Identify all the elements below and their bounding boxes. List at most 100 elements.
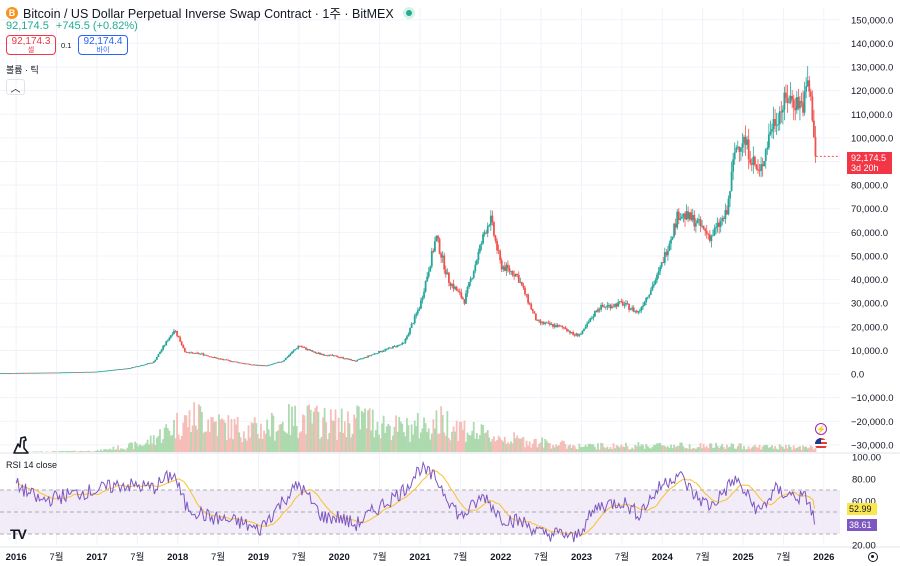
candle-body: [524, 287, 526, 295]
candle-body: [707, 233, 710, 235]
volume-bar: [673, 444, 676, 452]
candle-body: [235, 361, 237, 363]
volume-bar: [475, 433, 478, 452]
candle-body: [416, 310, 419, 314]
buy-button[interactable]: 92,174.4 바이: [78, 35, 128, 55]
volume-bar: [129, 442, 132, 452]
candle-body: [767, 134, 770, 148]
price-tick-label: −20,000.0: [851, 417, 894, 428]
volume-bar: [392, 435, 394, 452]
candle-body: [191, 352, 194, 354]
volume-bar: [552, 444, 554, 452]
volume-bar: [583, 446, 585, 452]
candle-body: [23, 372, 26, 374]
candle-body: [649, 290, 652, 295]
sell-label: 셀: [27, 47, 35, 54]
volume-bar: [743, 446, 745, 452]
candle-body: [252, 364, 255, 366]
us-flag-icon[interactable]: [815, 438, 827, 450]
candle-body: [682, 213, 685, 217]
candle-body: [281, 361, 284, 363]
candle-body: [351, 360, 354, 361]
volume-bar: [809, 445, 812, 452]
flash-event-icon[interactable]: ⚡: [815, 423, 827, 435]
candle-body: [246, 363, 248, 365]
volume-bar: [434, 428, 436, 452]
volume-bar: [354, 418, 357, 452]
collapse-legend-button[interactable]: ︿: [6, 79, 25, 95]
volume-bar: [471, 430, 474, 452]
candle-body: [53, 372, 56, 374]
volume-bar: [235, 424, 237, 452]
volume-bar: [570, 447, 573, 452]
volume-bar: [288, 404, 290, 452]
candle-body: [586, 323, 589, 327]
volume-bar: [101, 450, 104, 452]
sell-price: 92,174.3: [11, 36, 51, 47]
volume-bar: [208, 431, 211, 452]
candle-body: [536, 320, 539, 322]
volume-bar: [750, 447, 753, 452]
volume-bar: [740, 443, 742, 452]
candle-body: [531, 309, 534, 312]
candle-body: [163, 345, 166, 347]
volume-bar: [413, 420, 416, 452]
volume-bar: [547, 443, 550, 452]
candle-body: [542, 321, 545, 324]
candle-body: [809, 91, 812, 97]
volume-bar: [611, 448, 613, 452]
time-tick-label: 2018: [167, 552, 188, 563]
candle-body: [691, 215, 694, 221]
volume-bar: [393, 426, 396, 452]
symbol-title[interactable]: B Bitcoin / US Dollar Perpetual Inverse …: [6, 3, 415, 22]
volume-bar: [775, 448, 778, 452]
volume-bar: [687, 448, 689, 452]
volume-bar: [578, 443, 581, 452]
candle-body: [685, 211, 688, 220]
volume-bar: [785, 444, 787, 452]
settings-icon[interactable]: [868, 552, 878, 562]
candle-body: [384, 349, 387, 351]
volume-bar: [399, 421, 402, 452]
volume-bar: [406, 418, 408, 452]
volume-bar: [368, 408, 371, 452]
price-tick-label: 140,000.0: [851, 39, 893, 50]
volume-bar: [752, 446, 755, 452]
candle-body: [336, 355, 338, 358]
candle-body: [193, 353, 196, 354]
time-tick-label: 2020: [329, 552, 350, 563]
candle-body: [284, 357, 287, 360]
candle-body: [774, 119, 776, 126]
tradingview-logo[interactable]: TV: [10, 526, 27, 542]
volume-bar: [561, 440, 564, 452]
price-tick-label: 0.0: [851, 370, 864, 381]
time-tick-label: 2023: [571, 552, 592, 563]
volume-bar: [295, 425, 298, 452]
volume-bar: [704, 447, 707, 452]
price-tick-label: −30,000.0: [851, 440, 894, 451]
candle-body: [334, 355, 337, 357]
rsi-indicator-label[interactable]: RSI 14 close: [6, 460, 58, 470]
candle-body: [396, 345, 399, 347]
candle-body: [89, 371, 91, 373]
volume-bar: [621, 446, 624, 452]
volume-bar: [291, 406, 293, 452]
candle-body: [814, 137, 817, 157]
candle-body: [663, 252, 666, 263]
candle-body: [687, 211, 689, 219]
rsi-line: [15, 460, 815, 543]
candle-body: [722, 218, 725, 220]
volume-bar: [746, 449, 749, 452]
price-row: 92,174.5 +745.5 (+0.82%): [6, 20, 142, 32]
candle-body: [483, 232, 486, 235]
volume-indicator-label[interactable]: 볼륨 · 틱: [6, 65, 39, 75]
candle-body: [502, 266, 505, 270]
volume-bar: [757, 447, 759, 452]
time-tick-label: 7월: [534, 551, 548, 563]
sell-button[interactable]: 92,174.3 셀: [6, 35, 56, 55]
grid-lines: [0, 8, 840, 545]
candle-body: [441, 255, 444, 258]
dino-icon[interactable]: [12, 434, 34, 454]
candle-body: [261, 365, 264, 367]
volume-bar: [567, 445, 570, 452]
